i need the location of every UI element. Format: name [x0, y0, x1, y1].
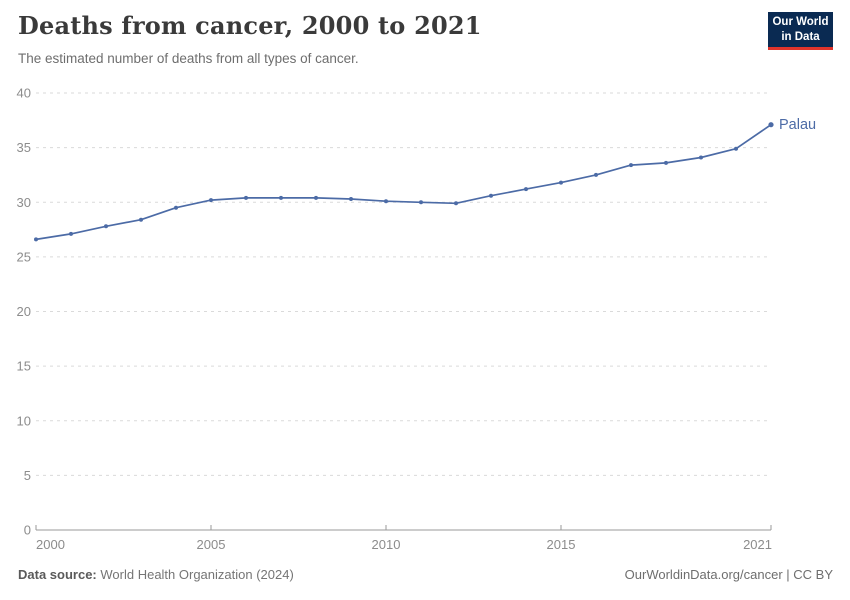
data-point: [524, 187, 528, 192]
data-point: [454, 201, 458, 206]
y-tick-label: 30: [17, 195, 31, 210]
x-tick-label: 2015: [547, 537, 576, 552]
data-source-value: World Health Organization (2024): [100, 567, 294, 582]
x-axis-ticks: [35, 525, 772, 530]
data-point: [664, 160, 668, 165]
data-point: [139, 217, 143, 222]
data-point: [209, 198, 213, 203]
data-point: [629, 163, 633, 168]
y-tick-label: 40: [17, 86, 31, 101]
data-point: [768, 122, 774, 128]
data-point: [419, 200, 423, 205]
data-point: [104, 224, 108, 229]
owid-logo: Our World in Data: [768, 12, 833, 50]
y-tick-label: 25: [17, 249, 31, 264]
x-axis-labels: 2000 2005 2010 2015 2021: [36, 537, 772, 552]
y-tick-label: 20: [17, 304, 31, 319]
x-tick-label: 2000: [36, 537, 65, 552]
data-point: [279, 195, 283, 200]
data-source-label: Data source:: [18, 567, 97, 582]
x-tick-label: 2021: [743, 537, 772, 552]
logo-line2: in Data: [781, 30, 820, 43]
data-point: [734, 146, 738, 151]
y-tick-label: 5: [24, 468, 31, 483]
data-points: [34, 122, 774, 242]
data-source: Data source: World Health Organization (…: [18, 567, 294, 582]
x-tick-label: 2005: [197, 537, 226, 552]
logo-line1: Our World: [772, 16, 829, 29]
x-tick-label: 2010: [372, 537, 401, 552]
y-tick-label: 35: [17, 140, 31, 155]
data-point: [384, 199, 388, 204]
data-point: [314, 195, 318, 200]
y-tick-label: 15: [17, 359, 31, 374]
data-point: [699, 155, 703, 160]
credit-link[interactable]: OurWorldinData.org/cancer | CC BY: [624, 567, 833, 582]
y-axis-labels: 0 5 10 15 20 25 30 35 40: [17, 86, 31, 538]
data-point: [594, 172, 598, 177]
data-point: [244, 195, 248, 200]
data-point: [559, 180, 563, 185]
data-point: [69, 231, 73, 236]
series-end-label: Palau: [779, 117, 816, 133]
y-gridlines: [36, 92, 771, 531]
y-tick-label: 10: [17, 413, 31, 428]
data-point: [349, 197, 353, 201]
y-tick-label: 0: [24, 523, 31, 538]
chart-title: Deaths from cancer, 2000 to 2021: [18, 11, 482, 40]
data-point: [489, 193, 493, 198]
data-line: [35, 123, 772, 241]
chart-subtitle: The estimated number of deaths from all …: [18, 51, 359, 66]
data-point: [174, 205, 178, 210]
data-point: [34, 237, 38, 242]
